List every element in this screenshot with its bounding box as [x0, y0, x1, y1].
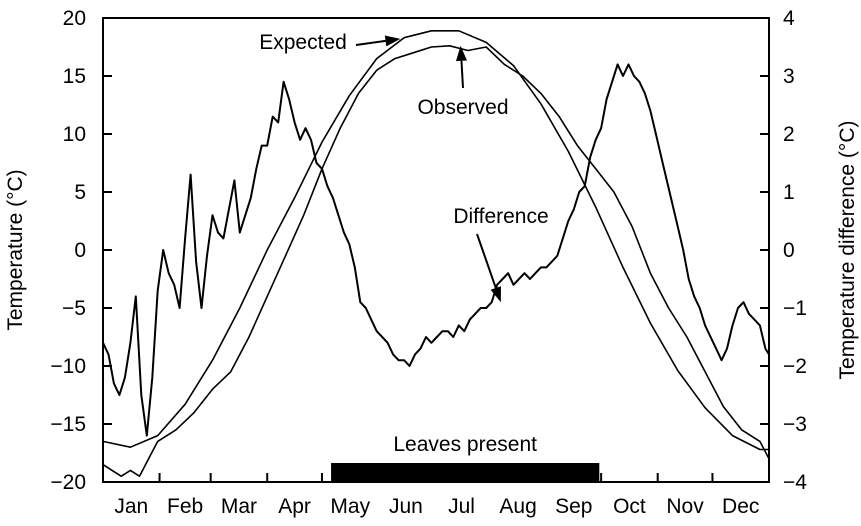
right-tick-label: −3	[783, 413, 807, 436]
right-tick-label: 0	[783, 239, 795, 262]
leaves-present-label: Leaves present	[393, 433, 537, 456]
expected-annotation-label: Expected	[259, 31, 347, 54]
observed-annotation-label: Observed	[417, 96, 508, 119]
observed-series-line	[102, 44, 770, 478]
month-label-apr: Apr	[278, 495, 311, 518]
right-axis-title: Temperature difference (°C)	[836, 121, 859, 380]
annotations-group: Expected Observed Difference	[259, 31, 549, 303]
left-tick-label: 0	[74, 239, 86, 262]
right-tick-label: −4	[783, 471, 807, 494]
left-tick-label: 15	[63, 65, 86, 88]
month-label-sep: Sep	[555, 495, 592, 518]
left-tick-label: −5	[62, 297, 86, 320]
month-label-jan: Jan	[114, 495, 148, 518]
expected-series-line	[102, 29, 769, 451]
month-label-mar: Mar	[221, 495, 257, 518]
series-group	[102, 29, 770, 478]
right-tick-label: 3	[783, 65, 795, 88]
difference-annotation-label: Difference	[453, 205, 548, 228]
left-axis-title: Temperature (°C)	[4, 169, 27, 330]
left-tick-label: 20	[63, 7, 86, 30]
right-tick-label: 2	[783, 123, 795, 146]
left-tick-label: −20	[50, 471, 86, 494]
month-label-jul: Jul	[448, 495, 475, 518]
difference-arrow-shaft	[476, 233, 497, 289]
right-tick-label: 4	[783, 7, 795, 30]
plot-frame	[102, 17, 770, 483]
expected-arrow-head	[384, 35, 401, 47]
right-tick-label: 1	[783, 181, 795, 204]
right-tick-label: −1	[783, 297, 807, 320]
leaves-present-bar	[331, 463, 600, 482]
observed-arrow-head	[456, 45, 467, 62]
difference-series-line	[102, 63, 770, 437]
month-label-dec: Dec	[722, 495, 759, 518]
left-tick-label: 10	[63, 123, 86, 146]
month-label-oct: Oct	[613, 495, 646, 518]
month-label-nov: Nov	[666, 495, 704, 518]
left-tick-label: 5	[74, 181, 86, 204]
difference-arrow-head	[490, 286, 501, 303]
right-tick-label: −2	[783, 355, 807, 378]
observed-arrow-shaft	[460, 60, 464, 89]
left-tick-label: −10	[50, 355, 86, 378]
expected-arrow-shaft	[355, 39, 386, 46]
month-label-jun: Jun	[389, 495, 423, 518]
month-label-may: May	[330, 495, 370, 518]
month-label-aug: Aug	[499, 495, 536, 518]
leaves-present-group: Leaves present	[331, 433, 600, 482]
left-tick-label: −15	[50, 413, 86, 436]
month-label-feb: Feb	[167, 495, 203, 518]
